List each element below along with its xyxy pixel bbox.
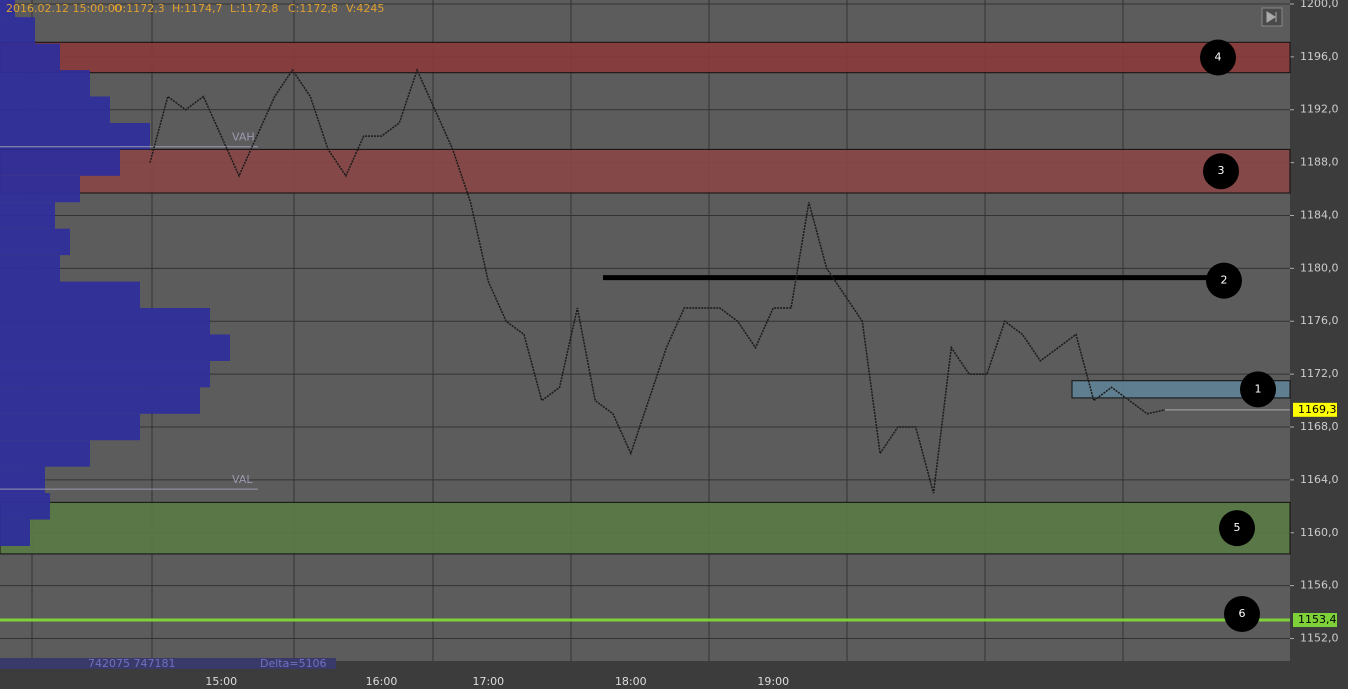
footer-volume: 742075 747181 xyxy=(88,657,175,670)
y-tick-label: 1196,0 xyxy=(1300,50,1339,63)
profile-bar xyxy=(0,493,50,520)
zone-badge xyxy=(1203,153,1239,190)
profile-bar xyxy=(0,202,55,229)
profile-bar xyxy=(0,228,70,256)
level-label: 6 xyxy=(1239,607,1246,620)
x-tick-label: 15:00 xyxy=(205,675,237,688)
profile-bar xyxy=(0,334,230,361)
y-tick-label: 1188,0 xyxy=(1300,156,1339,169)
last-price-tag xyxy=(1293,402,1337,417)
profile-bar xyxy=(0,43,60,71)
last-price-label: 1169,3 xyxy=(1298,403,1337,416)
profile-bar xyxy=(0,0,15,18)
zone xyxy=(0,41,1291,74)
header-text: O:1172,3 xyxy=(114,2,165,15)
profile-bar xyxy=(0,96,110,123)
price-line xyxy=(149,68,1166,494)
profile-bar xyxy=(0,255,60,282)
header-text: V:4245 xyxy=(346,2,384,15)
y-tick-label: 1160,0 xyxy=(1300,526,1339,539)
y-tick-label: 1168,0 xyxy=(1300,420,1339,433)
footer-bar xyxy=(0,658,336,669)
zone-badge xyxy=(1219,510,1255,547)
profile-bar xyxy=(0,440,90,467)
profile-bar xyxy=(0,308,210,335)
zone-label: 1 xyxy=(1255,382,1262,395)
zone xyxy=(1071,380,1291,399)
profile-bar xyxy=(0,122,150,150)
header-text: C:1172,8 xyxy=(288,2,338,15)
price-tag-label: 1153,4 xyxy=(1298,613,1337,626)
header-text: H:1174,7 xyxy=(172,2,222,15)
profile-bar xyxy=(0,360,210,388)
value-area-label: VAH xyxy=(232,131,255,144)
y-tick-label: 1156,0 xyxy=(1300,579,1339,592)
y-tick-label: 1152,0 xyxy=(1300,632,1339,645)
zone xyxy=(0,148,1291,194)
y-tick-label: 1200,0 xyxy=(1300,0,1339,10)
profile-bar xyxy=(0,17,35,44)
y-tick-label: 1176,0 xyxy=(1300,314,1339,327)
profile-bar xyxy=(0,70,90,97)
level-badge xyxy=(1224,596,1260,633)
x-tick-label: 19:00 xyxy=(757,675,789,688)
y-tick-label: 1164,0 xyxy=(1300,473,1339,486)
y-tick-label: 1172,0 xyxy=(1300,367,1339,380)
zone-label: 5 xyxy=(1234,521,1241,534)
y-tick-label: 1180,0 xyxy=(1300,261,1339,274)
x-tick-label: 16:00 xyxy=(366,675,398,688)
profile-bar xyxy=(0,413,140,441)
header-text: L:1172,8 xyxy=(230,2,278,15)
footer-delta: Delta=5106 xyxy=(260,657,327,670)
zone-label: 4 xyxy=(1215,51,1222,64)
profile-bar xyxy=(0,387,200,414)
y-tick-label: 1192,0 xyxy=(1300,103,1339,116)
header-text: 2016.02.12 15:00:00 xyxy=(6,2,122,15)
y-tick-label: 1184,0 xyxy=(1300,208,1339,221)
zone xyxy=(0,501,1291,555)
profile-bar xyxy=(0,175,80,203)
zone-label: 3 xyxy=(1218,164,1225,177)
x-tick-label: 17:00 xyxy=(472,675,504,688)
value-area-label: VAL xyxy=(232,473,253,486)
zone-badge xyxy=(1200,39,1236,76)
level-label: 2 xyxy=(1221,274,1228,287)
price-tag xyxy=(1293,613,1337,628)
profile-bar xyxy=(0,281,140,309)
level-badge xyxy=(1206,262,1242,299)
profile-bar xyxy=(0,149,120,176)
x-tick-label: 18:00 xyxy=(615,675,647,688)
scroll-icon xyxy=(1266,11,1277,23)
zone-badge xyxy=(1240,371,1276,408)
profile-bar xyxy=(0,519,30,546)
